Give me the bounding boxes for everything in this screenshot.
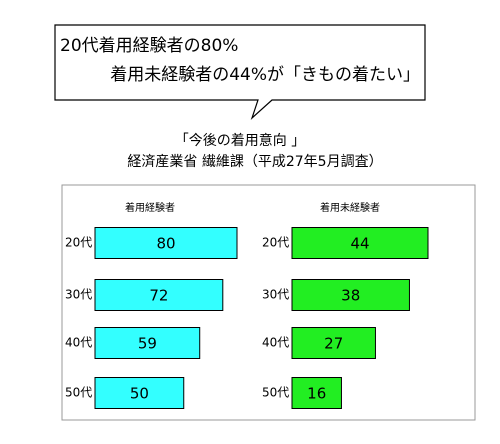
panel-title: 着用経験者 <box>125 201 175 214</box>
value-label: 50 <box>130 385 149 403</box>
value-label: 16 <box>307 385 326 403</box>
value-label: 72 <box>149 287 168 305</box>
bar <box>291 279 410 311</box>
callout-line: 20代着用経験者の80% <box>60 36 238 56</box>
bar <box>94 377 185 409</box>
value-label: 44 <box>350 235 369 253</box>
bar <box>291 327 376 359</box>
chart-subtitle: 経済産業省 繊維課（平成27年5月調査） <box>127 154 382 170</box>
category-label: 20代 <box>65 236 92 250</box>
callout-line: 着用未経験者の44%が「きもの着たい」 <box>110 65 420 85</box>
panel-title: 着用未経験者 <box>320 201 380 214</box>
category-label: 30代 <box>65 288 92 302</box>
value-label: 80 <box>156 235 175 253</box>
category-label: 50代 <box>262 386 289 400</box>
value-label: 27 <box>324 335 343 353</box>
category-label: 30代 <box>262 288 289 302</box>
category-label: 50代 <box>65 386 92 400</box>
bar <box>94 227 238 259</box>
chart-title: 「今後の着用意向 」 <box>175 132 305 149</box>
category-label: 40代 <box>262 336 289 350</box>
speech-bubble <box>54 24 426 120</box>
chart-frame <box>61 184 476 421</box>
value-label: 59 <box>138 335 157 353</box>
category-label: 40代 <box>65 336 92 350</box>
value-label: 38 <box>341 287 360 305</box>
bar <box>94 327 201 359</box>
category-label: 20代 <box>262 236 289 250</box>
bar <box>94 279 224 311</box>
bar <box>291 227 429 259</box>
bar <box>291 377 342 409</box>
